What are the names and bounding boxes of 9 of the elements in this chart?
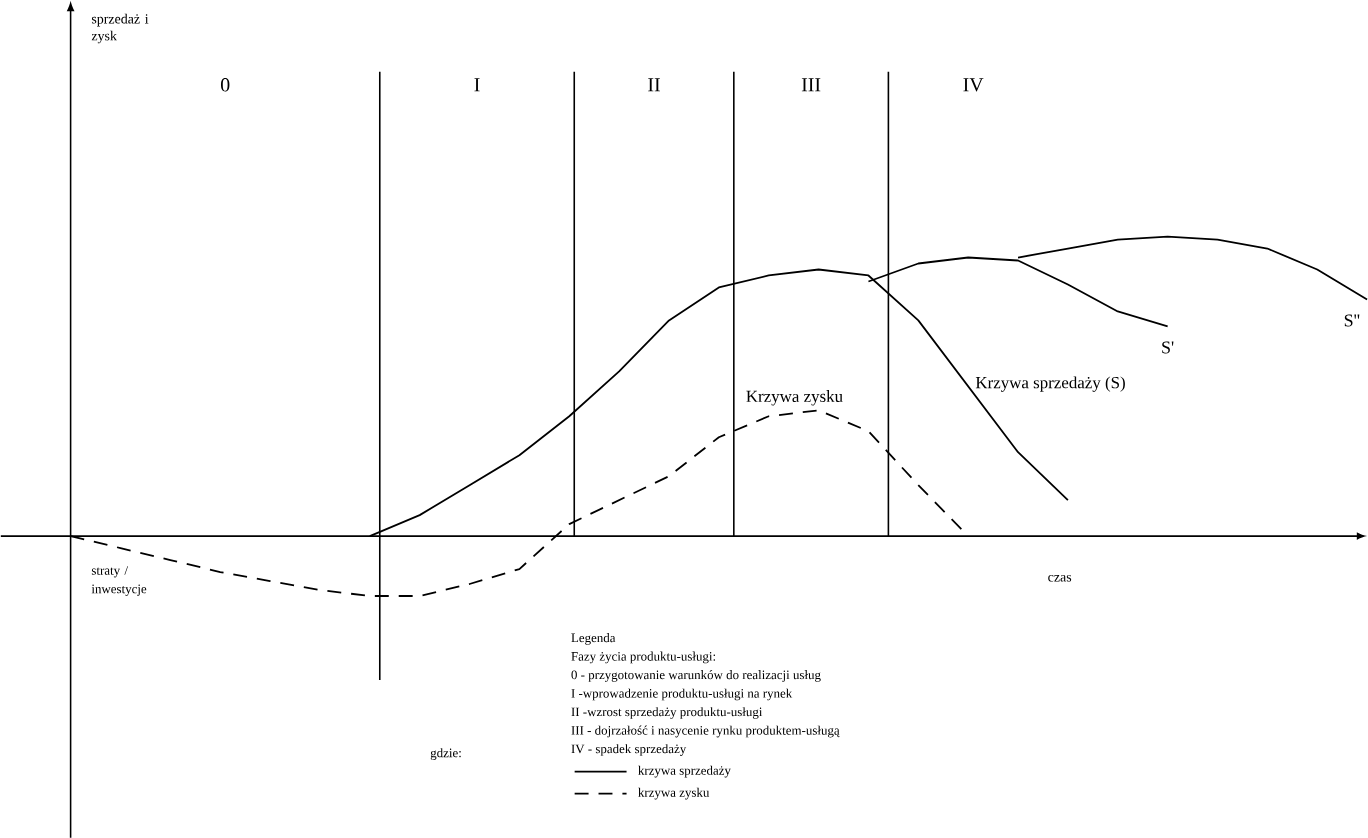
series-label: S' <box>1162 341 1174 354</box>
text: 0 <box>220 77 230 92</box>
annotation: Krzywa zysku <box>746 389 843 406</box>
series-label: S'' <box>1344 314 1360 327</box>
text: II <box>648 78 660 92</box>
text: III <box>801 78 821 92</box>
text: IV <box>963 77 984 92</box>
annotation: Krzywa sprzedaży (S) <box>975 376 1125 392</box>
text: I <box>474 78 480 92</box>
